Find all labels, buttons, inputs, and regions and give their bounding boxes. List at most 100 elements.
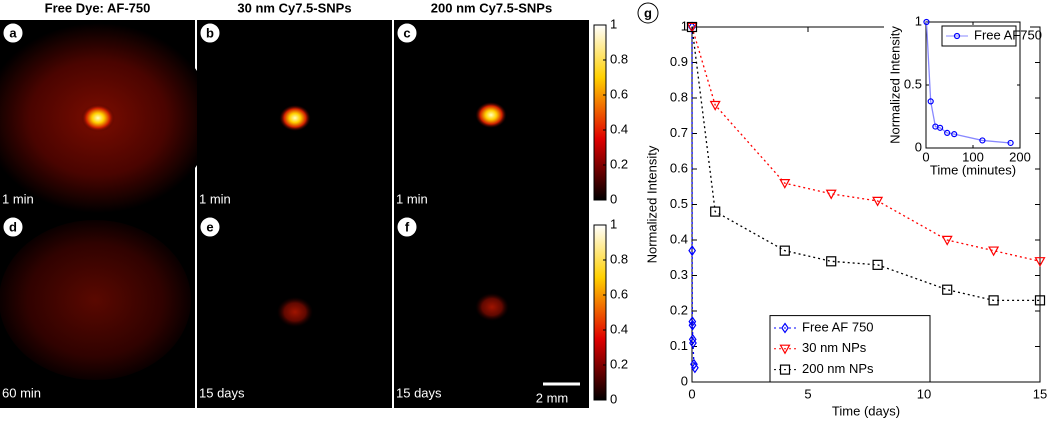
colorbar-tick-label: 0.8	[610, 51, 628, 66]
marker	[779, 245, 790, 256]
colorbar-tick-label: 0	[610, 191, 617, 206]
legend-marker	[779, 344, 791, 355]
marker	[686, 21, 698, 33]
marker	[1034, 257, 1046, 268]
y-tick-label: 0.3	[670, 267, 688, 282]
x-tick-label: 10	[917, 386, 931, 401]
y-tick-label: 0.4	[670, 231, 688, 246]
time-label: 15 days	[396, 385, 442, 400]
legend-label: 30 nm NPs	[802, 340, 867, 355]
marker	[688, 245, 697, 257]
legend-label: 200 nm NPs	[802, 361, 874, 376]
marker	[688, 316, 697, 328]
colorbar-tick-label: 0.8	[610, 251, 628, 266]
x-tick-label: 200	[1009, 149, 1031, 164]
panel-label: b	[206, 25, 214, 40]
signal	[81, 104, 115, 132]
y-tick-label: 0.6	[670, 160, 688, 175]
marker	[825, 189, 837, 200]
panel-badge	[199, 22, 221, 44]
x-tick-label: 0	[688, 386, 695, 401]
colorbar-tick-label: 0	[610, 391, 617, 406]
colorbar-tick-label: 0.6	[610, 86, 628, 101]
y-tick-label: 1	[681, 18, 688, 33]
marker	[951, 131, 958, 138]
marker	[688, 333, 697, 345]
panel-title: 200 nm Cy7.5-SNPs	[431, 0, 552, 15]
marker	[686, 22, 698, 33]
panel-label: g	[644, 5, 652, 20]
legend-box	[769, 315, 931, 383]
marker	[1007, 139, 1014, 147]
panel-label: e	[206, 219, 213, 234]
marker	[709, 100, 721, 111]
marker	[689, 337, 697, 349]
signal	[277, 297, 313, 327]
panel-badge	[2, 216, 24, 238]
y-tick-label: 1	[915, 13, 922, 28]
y-tick-label: 0	[915, 139, 922, 154]
colorbar-tick-label: 1	[610, 16, 617, 31]
marker	[979, 137, 986, 144]
time-label: 1 min	[2, 191, 34, 206]
signal	[475, 102, 507, 128]
panel-label: d	[9, 219, 17, 234]
panel-label: c	[403, 25, 410, 40]
time-label: 60 min	[2, 385, 41, 400]
marker	[988, 246, 1000, 257]
marker	[688, 319, 697, 331]
legend-marker	[781, 322, 789, 334]
y-tick-label: 0	[681, 373, 688, 388]
panel-title: 30 nm Cy7.5-SNPs	[237, 0, 351, 15]
colorbar-tick-label: 0.6	[610, 286, 628, 301]
series-line	[691, 26, 696, 368]
y-tick-label: 0.2	[670, 302, 688, 317]
marker	[690, 358, 698, 370]
x-axis-label: Time (days)	[832, 403, 900, 418]
time-label: 1 min	[396, 191, 428, 206]
panel-title: Free Dye: AF-750	[45, 0, 151, 15]
signal	[475, 293, 509, 321]
x-tick-label: 100	[962, 149, 984, 164]
y-axis-label: Normalized Intensity	[644, 145, 659, 263]
marker	[1034, 295, 1046, 306]
signal	[279, 105, 311, 131]
colorbar-tick-label: 0.4	[610, 321, 628, 336]
marker	[927, 98, 934, 105]
x-tick-label: 15	[1033, 386, 1047, 401]
legend-box	[941, 25, 1017, 47]
panel-badge	[199, 216, 221, 238]
marker	[988, 295, 999, 306]
x-tick-label: 0	[922, 149, 929, 164]
marker	[923, 18, 930, 26]
marker	[936, 124, 944, 131]
y-tick-label: 0.5	[670, 196, 688, 211]
legend-marker	[953, 32, 961, 40]
colorbar-tick-label: 0.2	[610, 156, 628, 171]
colorbar-tick-label: 0.4	[610, 121, 628, 136]
panel-label: a	[9, 25, 17, 40]
panel-badge	[2, 22, 24, 44]
marker	[872, 196, 884, 207]
x-axis-label: Time (minutes)	[930, 162, 1016, 177]
legend-label: Free AF750	[974, 27, 1042, 42]
marker	[872, 259, 883, 270]
panel-label: f	[405, 219, 410, 234]
series-line	[691, 26, 1041, 262]
marker	[779, 179, 791, 189]
marker	[941, 235, 953, 246]
legend-marker	[779, 364, 791, 375]
marker	[944, 129, 951, 136]
y-tick-label: 0.9	[670, 54, 688, 69]
scale-bar-label: 2 mm	[536, 390, 569, 405]
marker	[710, 206, 721, 217]
y-tick-label: 0.1	[670, 338, 688, 353]
time-label: 15 days	[199, 385, 245, 400]
colorbar-tick-label: 0.2	[610, 356, 628, 371]
legend-label: Free AF 750	[802, 319, 874, 334]
colorbar-tick-label: 1	[610, 216, 617, 231]
series-line	[925, 21, 1011, 144]
marker	[942, 284, 953, 295]
